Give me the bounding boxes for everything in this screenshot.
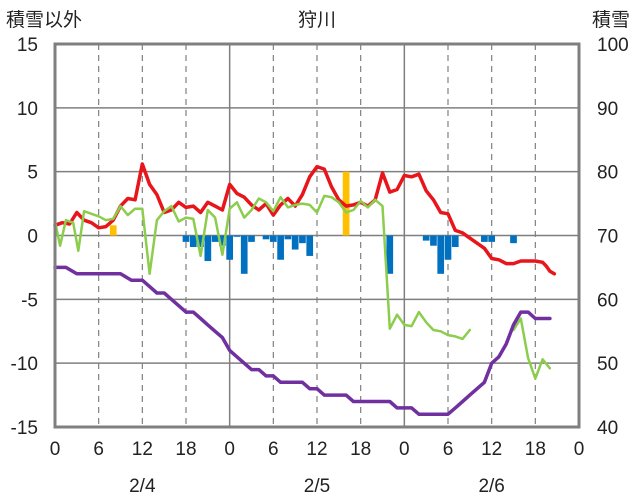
bar [299, 235, 306, 244]
y-left-tick-label: -15 [11, 418, 38, 439]
y-left-tick-label: -10 [11, 354, 38, 375]
bar [219, 235, 226, 246]
grid-lines [55, 44, 579, 427]
y-left-tick-label: 5 [27, 163, 38, 184]
y-right-axis-title: 積雪 [592, 9, 630, 31]
y-right-tick-label: 50 [597, 354, 618, 375]
bar [109, 225, 117, 236]
bar [488, 235, 496, 242]
y-left-tick-label: 15 [17, 35, 38, 56]
bar [422, 235, 430, 241]
date-label: 2/4 [129, 476, 156, 497]
bar [189, 235, 197, 247]
y-right-tick-label: 80 [597, 163, 618, 184]
bar [451, 235, 459, 247]
y-right-tick-label: 60 [597, 290, 618, 311]
y-right-tick-label: 90 [597, 99, 618, 120]
y-left-tick-label: -5 [21, 290, 38, 311]
chart-title: 狩川 [298, 9, 336, 31]
y-right-ticks: 100 90 80 70 60 50 40 [597, 35, 629, 439]
bar [291, 235, 299, 250]
series-line-green [53, 194, 472, 341]
x-tick-label: 18 [350, 439, 371, 460]
series-line-purple [53, 265, 552, 416]
x-tick-label: 18 [175, 439, 196, 460]
y-left-tick-label: 10 [17, 99, 38, 120]
bar [211, 235, 219, 242]
x-tick-label: 0 [574, 439, 585, 460]
bar [284, 235, 292, 240]
y-left-axis-title: 積雪以外 [6, 9, 82, 31]
series-lines [53, 162, 557, 416]
bar [481, 235, 488, 242]
bar [182, 235, 190, 242]
bar [277, 235, 284, 260]
bar [342, 171, 350, 236]
bar [437, 235, 445, 274]
date-label: 2/6 [478, 476, 504, 497]
bars-group [109, 171, 517, 274]
bar [430, 235, 437, 246]
y-left-tick-label: 0 [27, 227, 38, 248]
x-tick-label: 6 [93, 439, 104, 460]
bar [306, 235, 314, 256]
x-tick-label: 18 [525, 439, 546, 460]
date-labels: 2/4 2/5 2/6 [129, 476, 505, 497]
bar [197, 235, 204, 247]
y-right-tick-label: 40 [597, 418, 618, 439]
bar [262, 235, 270, 240]
y-left-ticks: 15 10 5 0 -5 -10 -15 [11, 35, 38, 439]
plot-frame [53, 42, 581, 429]
bar [233, 235, 241, 237]
bar [386, 235, 394, 274]
y-right-tick-label: 70 [597, 227, 618, 248]
x-tick-label: 0 [50, 439, 61, 460]
x-tick-label: 6 [268, 439, 279, 460]
series-line-red [53, 162, 557, 276]
x-tick-label: 12 [481, 439, 502, 460]
bar [226, 235, 234, 260]
y-right-tick-label: 100 [597, 35, 629, 56]
x-tick-label: 0 [399, 439, 410, 460]
bar [248, 235, 255, 242]
bar [269, 235, 277, 242]
x-tick-label: 12 [306, 439, 327, 460]
bar [204, 235, 212, 262]
series-line-green-2 [512, 317, 552, 380]
bar [510, 235, 517, 244]
bar [444, 235, 452, 260]
date-label: 2/5 [304, 476, 330, 497]
x-tick-label: 6 [443, 439, 454, 460]
x-tick-label: 0 [224, 439, 235, 460]
x-tick-label: 12 [132, 439, 153, 460]
x-ticks: 0 6 12 18 0 6 12 18 0 6 12 18 0 [50, 439, 585, 460]
bar [240, 235, 248, 274]
